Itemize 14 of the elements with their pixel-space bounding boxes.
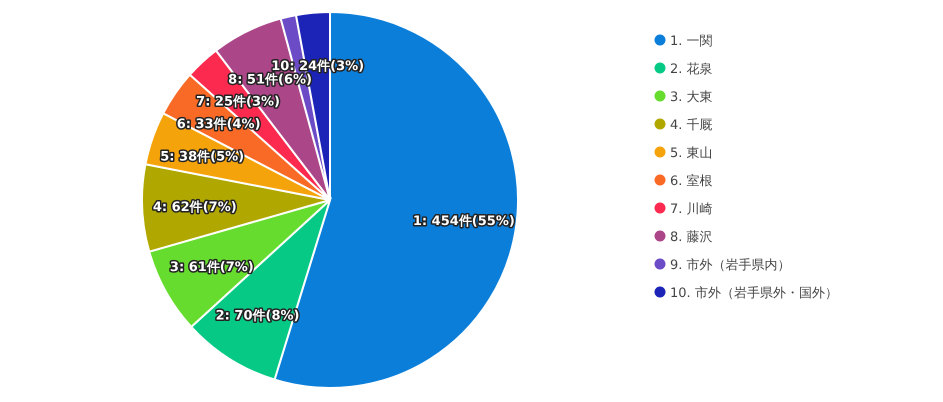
legend-label: 9. 市外（岩手県内）	[670, 258, 791, 273]
legend-label: 4. 千厩	[670, 118, 713, 133]
data-label: 3: 61件(7%)	[170, 260, 254, 276]
legend-label: 5. 東山	[670, 146, 713, 161]
legend-label: 1. 一関	[670, 34, 713, 49]
data-label: 1: 454件(55%)	[412, 214, 515, 230]
legend-label: 8. 藤沢	[670, 230, 713, 245]
data-label: 4: 62件(7%)	[152, 200, 237, 215]
data-label: 5: 38件(5%)	[160, 149, 244, 164]
legend-label: 2. 花泉	[670, 62, 713, 77]
legend-label: 10. 市外（岩手県外・国外）	[670, 286, 838, 301]
legend-label: 3. 大東	[670, 90, 713, 105]
legend-label: 7. 川崎	[670, 202, 713, 217]
legend-label: 6. 室根	[670, 173, 713, 189]
